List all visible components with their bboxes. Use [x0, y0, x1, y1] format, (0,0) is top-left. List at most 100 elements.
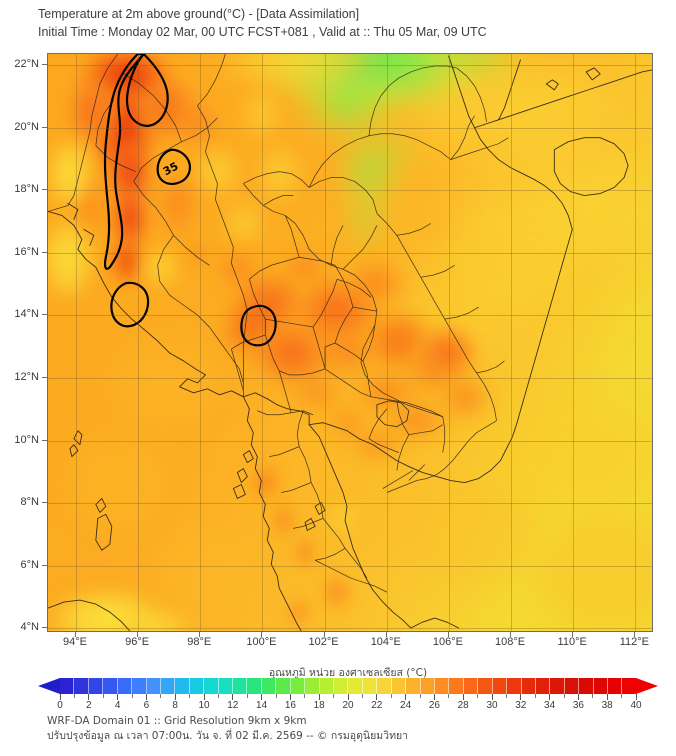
colorbar-band: [204, 678, 219, 694]
colorbar-tick: [505, 694, 507, 698]
colorbar-tick: [606, 694, 608, 700]
colorbar-band: [88, 678, 104, 694]
colorbar-tick-label: 32: [515, 700, 527, 711]
temperature-raster: 35: [48, 54, 652, 631]
colorbar-band: [132, 678, 147, 694]
y-axis-tick: [42, 564, 47, 566]
colorbar-tick: [520, 694, 522, 700]
colorbar-tick: [563, 694, 565, 698]
colorbar-tick: [491, 694, 493, 700]
colorbar-tick: [347, 694, 349, 700]
colorbar-band: [492, 678, 508, 694]
x-axis-label: 108°E: [494, 636, 526, 648]
colorbar-tick: [261, 694, 263, 700]
colorbar-band: [564, 678, 580, 694]
colorbar-band: [377, 678, 392, 694]
colorbar-tick: [174, 694, 176, 700]
colorbar-tick: [203, 694, 205, 700]
y-axis-tick: [42, 376, 47, 378]
colorbar-tick-label: 36: [572, 700, 584, 711]
colorbar-band: [434, 678, 450, 694]
y-axis-tick: [42, 126, 47, 128]
colorbar-tick-label: 18: [313, 700, 325, 711]
x-axis-tick: [572, 632, 574, 637]
x-axis-tick: [634, 632, 636, 637]
x-axis-tick: [385, 632, 387, 637]
colorbar-band: [276, 678, 291, 694]
colorbar-band: [74, 678, 89, 694]
colorbar-tick: [131, 694, 133, 698]
colorbar-band: [608, 678, 623, 694]
colorbar: อุณหภูมิ หน่วย องศาเซลเซียส (°C) 0 2 4 6 8 10…: [38, 664, 658, 711]
y-axis-tick: [42, 439, 47, 441]
colorbar-band: [507, 678, 522, 694]
colorbar-tick: [361, 694, 363, 698]
y-axis-label: 4°N: [20, 621, 39, 634]
colorbar-strip: [38, 678, 658, 694]
x-axis-label: 106°E: [432, 636, 463, 648]
colorbar-tick-label: 16: [284, 700, 296, 711]
colorbar-tick: [145, 694, 147, 700]
colorbar-band: [449, 678, 464, 694]
y-axis-tick: [42, 314, 47, 316]
colorbar-band: [593, 678, 609, 694]
colorbar-tick: [304, 694, 306, 698]
colorbar-over-arrow: [636, 678, 658, 694]
colorbar-title: อุณหภูมิ หน่วย องศาเซลเซียส (°C): [268, 667, 428, 679]
colorbar-tick-label: 2: [86, 700, 92, 711]
colorbar-tick: [448, 694, 450, 698]
colorbar-band: [233, 678, 248, 694]
x-axis-label: 96°E: [125, 636, 150, 648]
colorbar-band: [160, 678, 176, 694]
colorbar-band: [60, 678, 75, 694]
colorbar-tick: [419, 694, 421, 698]
colorbar-band: [550, 678, 565, 694]
colorbar-tick: [433, 694, 435, 700]
colorbar-tick: [405, 694, 407, 700]
colorbar-under-arrow: [38, 678, 60, 694]
colorbar-tick: [232, 694, 234, 700]
y-axis-tick: [42, 502, 47, 504]
y-axis-tick: [42, 251, 47, 253]
colorbar-band: [420, 678, 435, 694]
colorbar-tick: [635, 694, 637, 700]
y-axis-label: 12°N: [14, 370, 39, 383]
x-axis-label: 110°E: [557, 636, 587, 648]
colorbar-tick-label: 12: [227, 700, 239, 711]
chart-title-block: Temperature at 2m above ground(°C) - [Da…: [38, 5, 658, 41]
colorbar-band: [189, 678, 205, 694]
colorbar-tick: [246, 694, 248, 698]
footer-block: WRF-DA Domain 01 :: Grid Resolution 9km …: [47, 714, 647, 744]
x-axis-label: 94°E: [62, 636, 87, 648]
colorbar-band: [463, 678, 479, 694]
colorbar-band: [579, 678, 594, 694]
colorbar-band: [290, 678, 306, 694]
colorbar-tick-label: 40: [630, 700, 642, 711]
colorbar-band: [218, 678, 234, 694]
x-axis-tick: [199, 632, 201, 637]
colorbar-tick: [390, 694, 392, 698]
colorbar-tick-label: 38: [601, 700, 613, 711]
colorbar-tick-label: 8: [172, 700, 178, 711]
colorbar-tick: [88, 694, 90, 700]
colorbar-tick-label: 20: [342, 700, 354, 711]
x-axis-label: 112°E: [619, 636, 649, 648]
colorbar-band: [146, 678, 161, 694]
colorbar-band: [535, 678, 551, 694]
colorbar-tick: [289, 694, 291, 700]
colorbar-tick: [160, 694, 162, 698]
colorbar-tick-label: 34: [544, 700, 556, 711]
colorbar-tick-label: 28: [457, 700, 469, 711]
y-axis-label: 18°N: [14, 183, 39, 196]
footer-line-1: WRF-DA Domain 01 :: Grid Resolution 9km …: [47, 715, 307, 727]
x-axis-tick: [510, 632, 512, 637]
colorbar-band: [261, 678, 277, 694]
temperature-map-plot: 35: [47, 53, 653, 632]
colorbar-tick-label: 14: [256, 700, 268, 711]
y-axis-tick: [42, 189, 47, 191]
title-line-2: Initial Time : Monday 02 Mar, 00 UTC FCS…: [38, 25, 487, 39]
x-axis-label: 100°E: [246, 636, 277, 648]
footer-line-2: ปรับปรุงข้อมูล ณ เวลา 07:00น. วัน จ. ที่…: [47, 730, 409, 742]
x-axis-tick: [137, 632, 139, 637]
colorbar-band: [247, 678, 262, 694]
